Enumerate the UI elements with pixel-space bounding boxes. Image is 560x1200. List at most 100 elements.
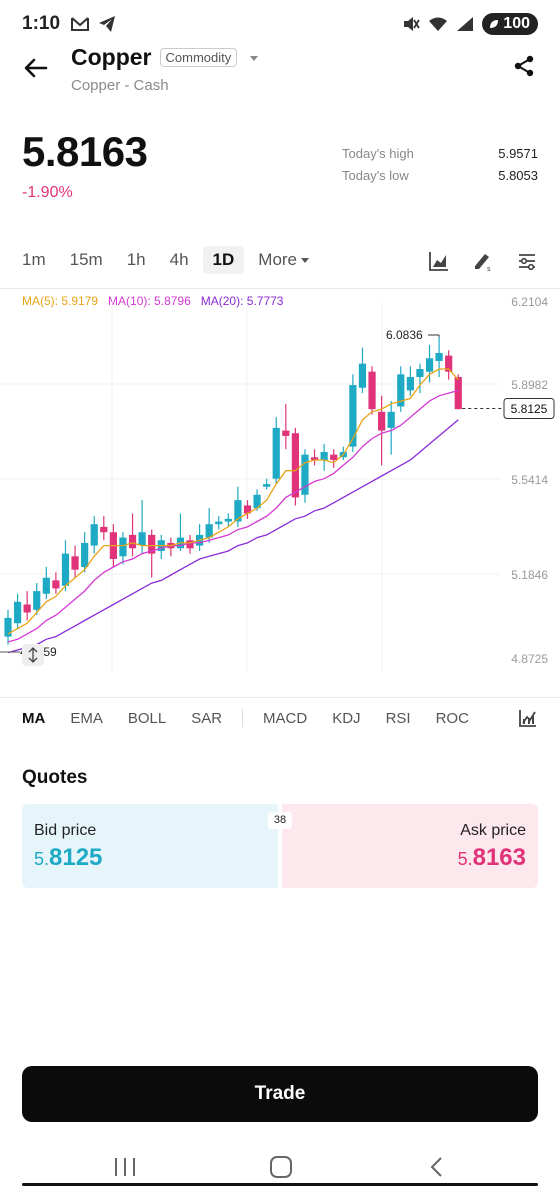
candle-body (416, 369, 424, 378)
tab-1h[interactable]: 1h (126, 250, 146, 269)
y-label: 6.2104 (511, 295, 548, 309)
tab-more-label: More (258, 250, 298, 269)
high-label: Today's high (342, 146, 414, 161)
candle-body (90, 524, 98, 546)
candle-body (23, 604, 31, 613)
category-tag[interactable]: Commodity (159, 48, 238, 67)
price-chart[interactable]: MA(5): 5.9179 MA(10): 5.8796 MA(20): 5.7… (0, 282, 560, 682)
spread-badge: 38 (268, 812, 292, 829)
back-icon[interactable] (427, 1156, 447, 1178)
candle-body (13, 601, 22, 624)
trade-button[interactable]: Trade (22, 1066, 538, 1122)
status-bar: 1:10 100 (0, 0, 560, 48)
candle-body (128, 534, 137, 549)
indicator-macd[interactable]: MACD (263, 709, 308, 727)
indicator-tabs: MA EMA BOLL SAR MACD KDJ RSI ROC (22, 708, 538, 728)
indicator-boll[interactable]: BOLL (127, 709, 167, 727)
max-marker-label: 6.0836 (386, 328, 423, 342)
candle-body (368, 371, 376, 410)
system-nav-bar (0, 1146, 560, 1190)
candle-body (406, 377, 414, 391)
ask-price-main: 8163 (472, 844, 526, 871)
candle-body (100, 526, 108, 533)
ask-price: 5.8163 (282, 844, 538, 872)
candle-body (243, 505, 252, 514)
candle-body (330, 454, 338, 460)
tab-15m[interactable]: 15m (69, 250, 103, 269)
indicator-sar[interactable]: SAR (191, 709, 223, 727)
indicator-ema[interactable]: EMA (70, 709, 103, 727)
candle-body (320, 451, 328, 460)
page-title: Copper (71, 44, 152, 70)
price-block: 5.8163 -1.90% (22, 128, 148, 202)
candle-body (4, 617, 12, 637)
bid-price-box[interactable]: Bid price 5.8125 (22, 804, 278, 888)
wifi-icon (429, 17, 448, 31)
y-label: 5.8982 (511, 378, 548, 392)
candle-body (215, 521, 223, 525)
candle-body (454, 377, 462, 410)
indicator-roc[interactable]: ROC (435, 709, 469, 727)
candle-body (378, 411, 386, 431)
candle-body (119, 537, 127, 557)
y-label: 4.8725 (511, 652, 548, 666)
x-label: 2025-12-04 (57, 680, 119, 682)
candle-body (186, 540, 194, 549)
x-label: 2025-12-19 (191, 680, 253, 682)
candle-body (349, 385, 357, 447)
gmail-icon (71, 17, 90, 31)
bid-price: 5.8125 (22, 844, 278, 872)
divider (0, 697, 560, 698)
tab-1d[interactable]: 1D (202, 246, 245, 274)
mute-icon (404, 17, 421, 31)
back-arrow-icon[interactable] (22, 54, 50, 82)
interval-tabs: 1m 15m 1h 4h 1D More (22, 246, 334, 274)
ask-label: Ask price (460, 822, 526, 839)
ma20-line (7, 419, 459, 654)
low-label: Today's low (342, 168, 409, 183)
ma20-legend: MA(20): 5.7773 (200, 294, 284, 308)
share-icon[interactable] (512, 54, 536, 78)
low-value: 5.8053 (498, 168, 538, 183)
home-icon[interactable] (269, 1156, 293, 1178)
drawing-tools-icon[interactable]: s (472, 250, 494, 272)
candle-body (310, 457, 319, 460)
tab-more[interactable]: More (248, 246, 320, 274)
candle-body (291, 433, 299, 498)
chevron-down-icon[interactable] (247, 51, 261, 65)
caret-down-icon (301, 258, 310, 263)
candle-body (272, 427, 280, 479)
ma10-legend: MA(10): 5.8796 (108, 294, 191, 308)
chart-settings-icon[interactable] (516, 250, 538, 272)
recents-icon[interactable] (113, 1156, 137, 1178)
divider (0, 288, 560, 289)
quotes-title: Quotes (22, 767, 88, 788)
chart-type-icon[interactable] (428, 250, 450, 272)
battery-level: 100 (503, 15, 530, 32)
candle-body (387, 411, 395, 428)
ask-price-box[interactable]: Ask price 5.8163 (282, 804, 538, 888)
candle-body (81, 542, 89, 568)
tab-1m[interactable]: 1m (22, 250, 46, 269)
indicator-settings-icon[interactable] (518, 708, 538, 728)
candle-body (282, 430, 290, 436)
candle-body (435, 352, 443, 361)
indicator-rsi[interactable]: RSI (385, 709, 411, 727)
indicator-ma[interactable]: MA (22, 709, 46, 727)
signal-icon (457, 17, 474, 31)
ma10-line (7, 389, 459, 643)
current-price-tag (503, 397, 555, 419)
x-label: 2026-01-04 (327, 680, 389, 682)
candlestick-chart[interactable]: 6.2104 5.8982 5.5414 5.1846 4.8725 2025-… (0, 282, 560, 682)
indicator-kdj[interactable]: KDJ (332, 709, 361, 727)
price-change: -1.90% (22, 184, 73, 201)
candle-body (205, 524, 213, 538)
bid-price-prefix: 5. (34, 849, 50, 869)
tab-4h[interactable]: 4h (169, 250, 189, 269)
battery-indicator: 100 (482, 13, 538, 35)
ma5-legend: MA(5): 5.9179 (22, 294, 99, 308)
status-time: 1:10 (22, 13, 61, 34)
indicator-separator (242, 709, 244, 727)
instrument-subtitle: Copper - Cash (71, 77, 169, 94)
candle-body (445, 355, 453, 372)
